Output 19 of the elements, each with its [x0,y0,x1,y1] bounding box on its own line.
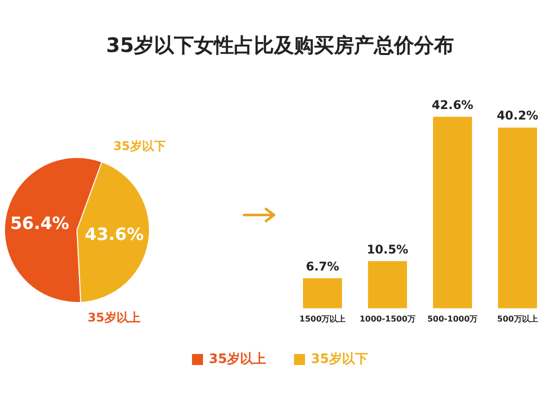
bar [433,116,472,308]
legend-label: 35岁以下 [311,351,368,368]
slice-label: 35岁以下 [113,138,166,153]
bar [303,278,342,308]
slice-label: 35岁以上 [88,310,140,325]
x-tick-label: 1000-1500万 [360,314,416,324]
x-tick-label: 500万以上 [497,314,538,324]
chart-title: 35岁以下女性占比及购买房产总价分布 [105,32,455,59]
x-tick-label: 1500万以上 [299,314,346,324]
legend-label: 35岁以上 [208,351,266,368]
bar [368,261,407,308]
data-label: 56.4% [10,214,70,234]
data-label: 43.6% [84,225,144,246]
data-label: 6.7% [306,259,340,274]
data-label: 10.5% [366,242,408,256]
x-tick-label: 500-1000万 [427,314,478,324]
data-label: 40.2% [496,108,538,123]
data-label: 42.6% [432,98,474,112]
bar [498,128,537,308]
